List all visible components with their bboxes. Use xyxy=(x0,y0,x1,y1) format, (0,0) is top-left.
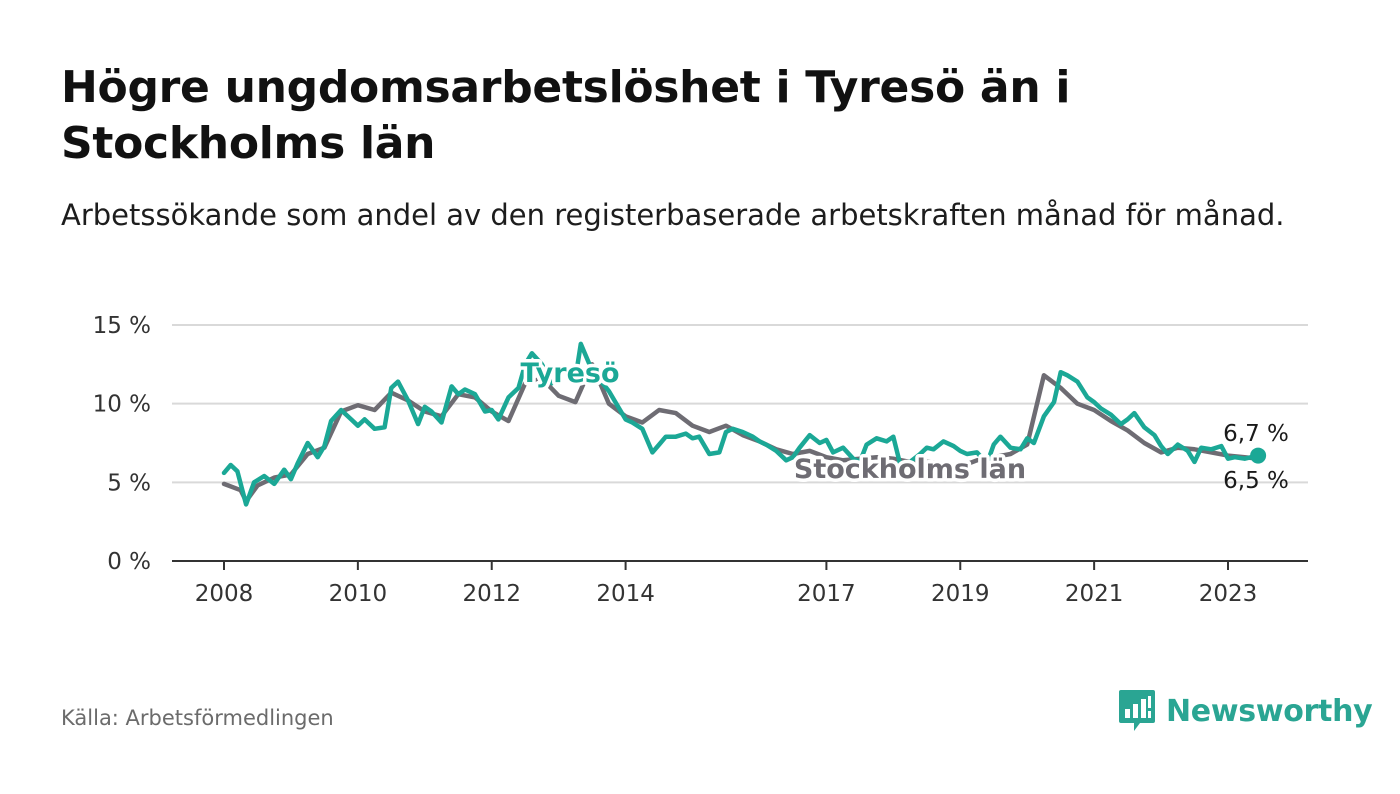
newsworthy-icon xyxy=(1119,690,1155,731)
chart-subtitle: Arbetssökande som andel av den registerb… xyxy=(61,198,1285,232)
series-lines xyxy=(221,341,1267,507)
x-tick-label: 2017 xyxy=(797,581,856,607)
series-label-tyreso: Tyresö xyxy=(520,358,619,389)
x-tick-label: 2023 xyxy=(1199,581,1258,607)
brand-name: Newsworthy xyxy=(1166,693,1373,729)
series-label-stockholm: Stockholms län xyxy=(794,454,1026,485)
y-tick-label: 5 % xyxy=(107,470,151,496)
chart-title: Högre ungdomsarbetslöshet i Tyresö än i … xyxy=(61,62,1071,169)
end-point-dot xyxy=(1250,447,1267,464)
x-tick-label: 2008 xyxy=(195,581,254,607)
y-tick-label: 10 % xyxy=(93,392,151,418)
brand-logo[interactable]: Newsworthy xyxy=(1118,688,1373,734)
y-tick-label: 15 % xyxy=(93,313,151,339)
series-label-stockholm-halo: Stockholms län xyxy=(794,454,1026,485)
y-tick-label: 0 % xyxy=(107,549,151,575)
gridlines xyxy=(172,324,1308,484)
axes: 0 % 5 % 10 % 15 % 2008 2010 2012 2014 2017 2019 20… xyxy=(93,313,1308,607)
x-tick-label: 2012 xyxy=(462,581,521,607)
x-tick-label: 2014 xyxy=(596,581,655,607)
x-tick-label: 2019 xyxy=(931,581,990,607)
x-tick-label: 2010 xyxy=(329,581,388,607)
series-line-tyres- xyxy=(221,341,1261,507)
series-label-tyreso-halo: Tyresö xyxy=(520,358,619,389)
end-value-label-tyreso: 6,7 % xyxy=(1223,421,1289,447)
end-value-label-stockholm: 6,5 % xyxy=(1223,468,1289,494)
line-chart: 0 % 5 % 10 % 15 % 2008 2010 2012 2014 2017 2019 20… xyxy=(93,313,1308,607)
x-tick-label: 2021 xyxy=(1065,581,1124,607)
source-note: Källa: Arbetsförmedlingen xyxy=(61,706,334,730)
